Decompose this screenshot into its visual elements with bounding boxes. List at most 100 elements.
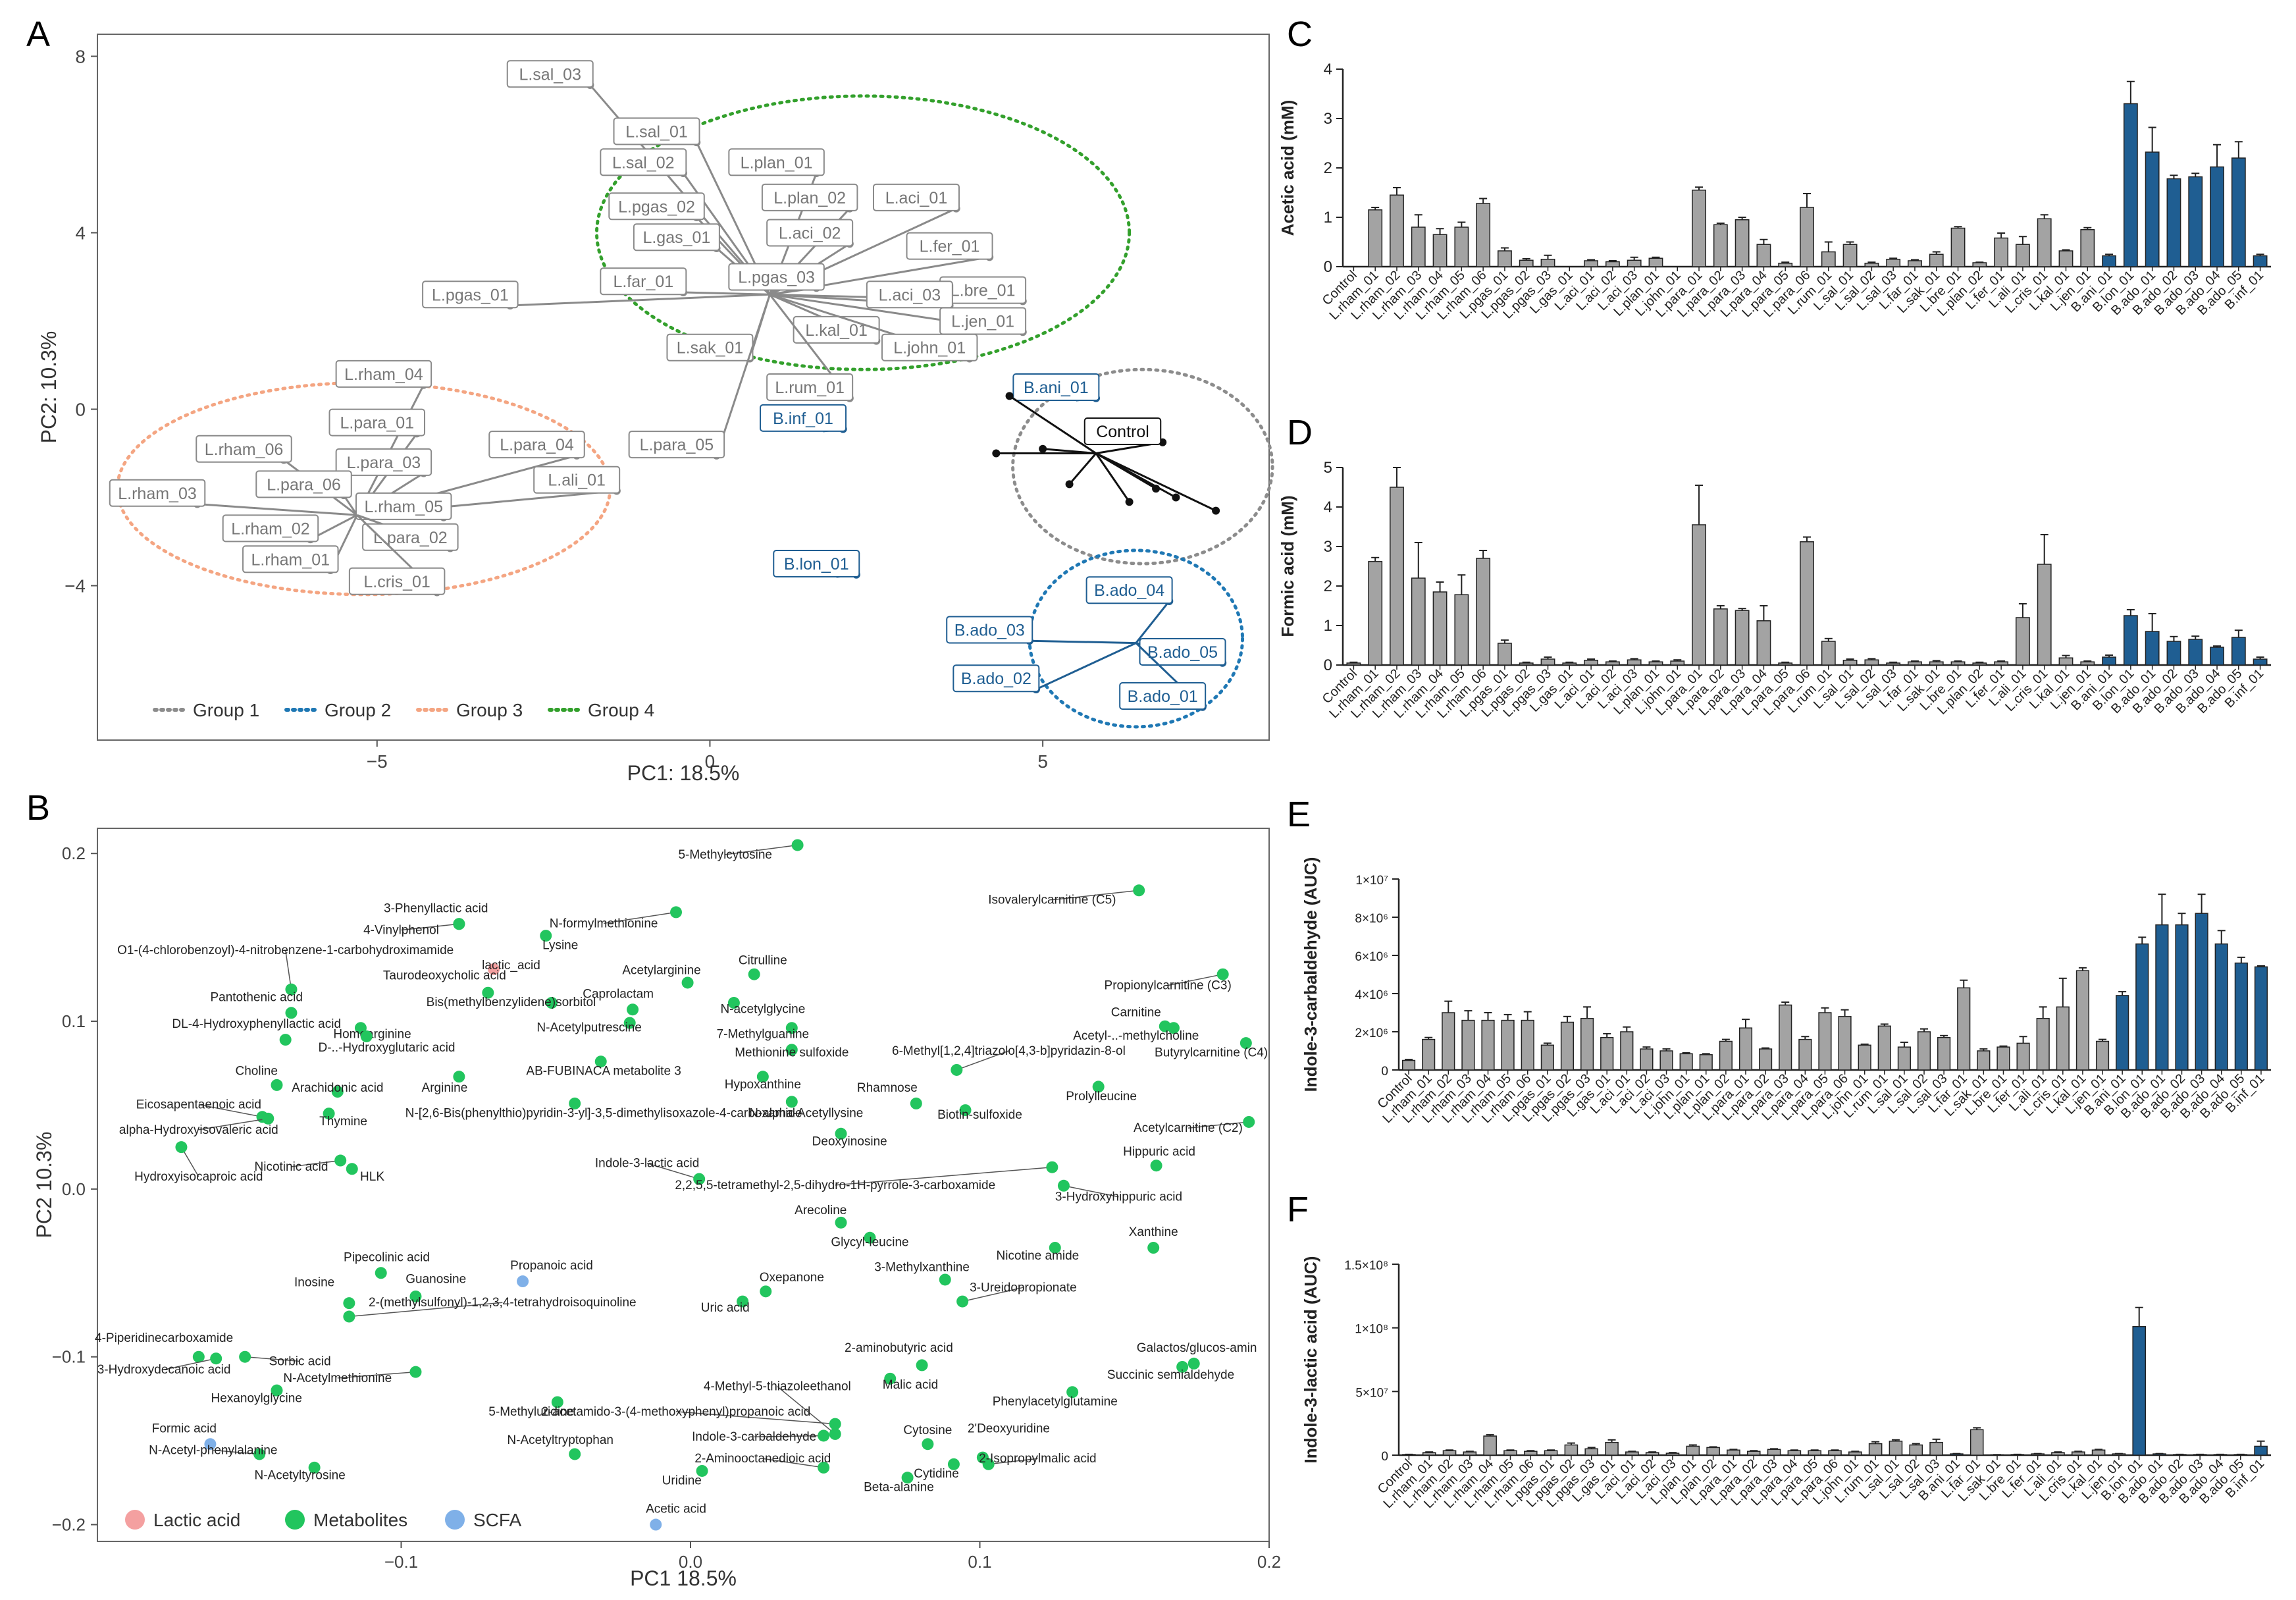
- loading-point-bis-methylbenzylidene-sorbitol: [546, 997, 558, 1009]
- bar-l-sal-01: [1842, 244, 1858, 267]
- bar-l-rham-04: [1481, 1019, 1495, 1071]
- loading-label-lysine: Lysine: [542, 938, 578, 952]
- panel-e-letter: E: [1287, 795, 1311, 834]
- bar-l-plan-02: [1719, 1040, 1733, 1071]
- y-axis-label: Formic acid (mM): [1278, 495, 1297, 637]
- loading-label-4-vinylphenol: 4-Vinylphenol: [363, 924, 439, 938]
- bar-l-rum-01: [1821, 641, 1836, 666]
- control-point: [1172, 493, 1180, 502]
- y-tick-label: 1×10⁷: [1355, 874, 1388, 888]
- loading-label-acetylcarnitine-c2: Acetylcarnitine (C2): [1134, 1121, 1243, 1135]
- bar-l-cris-01: [2056, 1006, 2070, 1071]
- loading-label-lactic-acid: lactic_acid: [482, 959, 540, 973]
- y-tick-label: 5: [1324, 459, 1332, 477]
- bar-l-aci-02: [1605, 261, 1620, 267]
- bar-l-pgas-02: [1519, 259, 1534, 267]
- bar-l-bre-01: [1950, 661, 1966, 666]
- loading-point-propanoic-acid: [517, 1275, 529, 1288]
- leader-line: [284, 950, 292, 990]
- bar-l-plan-02: [1972, 262, 1987, 267]
- bar-l-aci-02: [1640, 1048, 1654, 1071]
- sample-label-l-rham-01: L.rham_01: [251, 550, 330, 569]
- bar-b-ado-02: [2175, 924, 2189, 1071]
- sample-label-l-sal-02: L.sal_02: [612, 153, 675, 172]
- y-axis-label: Acetic acid (mM): [1278, 100, 1297, 236]
- bar-l-sal-02: [1864, 659, 1879, 666]
- loading-point-2-2-5-5-tetramethyl-2-5-dihydro-1h-pyrrole-3-carboxamide: [1046, 1161, 1058, 1173]
- loading-point-d-hydroxyglutaric-acid: [360, 1030, 373, 1042]
- loading-point-4-piperidinecarboxamide: [192, 1350, 205, 1363]
- y-tick-label: 4: [1324, 498, 1332, 516]
- loading-label-n-acetylmethionine: N-Acetylmethionine: [283, 1372, 392, 1385]
- loading-label-oxepanone: Oxepanone: [760, 1271, 824, 1285]
- bar-l-pgas-01: [1498, 250, 1512, 267]
- sample-label-l-bre-01: L.bre_01: [951, 282, 1016, 300]
- sample-label-box: [335, 448, 432, 476]
- bar-l-pgas-03: [1540, 259, 1555, 267]
- bar-l-sak-01: [1929, 253, 1944, 267]
- bar-b-ado-01: [2145, 151, 2160, 267]
- loading-label-2-aminooctanedioic-acid: 2-Aminooctanedioic acid: [694, 1452, 831, 1466]
- leader-line: [988, 1458, 1038, 1465]
- sample-label-l-rham-06: L.rham_06: [205, 440, 284, 459]
- bar-l-rham-03: [1411, 577, 1426, 666]
- bar-l-ali-01: [2015, 244, 2030, 267]
- y-axis-label: PC2 10.3%: [32, 1132, 56, 1239]
- bar-l-plan-01: [1699, 1054, 1713, 1071]
- loading-label-n-formylmethionine: N-formylmethionine: [550, 917, 658, 930]
- panel-d-plot: 012345ControlL.rham_01L.rham_02L.rham_03…: [1278, 459, 2271, 721]
- leader-line: [956, 1050, 1009, 1071]
- loading-label-2-methylsulfonyl-1-2-3-4-tetrahydroisoquinoline: 2-(methylsulfonyl)-1,2,3,4-tetrahydroiso…: [369, 1296, 637, 1310]
- bar-control: [1346, 662, 1361, 666]
- control-spoke: [1068, 452, 1097, 485]
- bar-l-plan-01: [1648, 257, 1663, 267]
- y-tick-label: 3: [1324, 110, 1332, 128]
- loading-label-n-acetyltyrosine: N-Acetyltyrosine: [254, 1469, 345, 1483]
- control-spoke: [1095, 452, 1216, 512]
- x-tick-label: −5: [367, 751, 388, 772]
- loading-point-hexanoylglycine: [271, 1384, 283, 1397]
- loading-label-n-acetyltryptophan: N-Acetyltryptophan: [507, 1433, 613, 1447]
- loading-label-choline: Choline: [236, 1065, 278, 1079]
- sample-label-l-gas-01: L.gas_01: [642, 228, 710, 247]
- bar-l-john-01: [1848, 1451, 1862, 1456]
- bar-l-cris-01: [2037, 564, 2052, 666]
- loading-label-indole-3-lactic-acid: Indole-3-lactic acid: [595, 1157, 699, 1171]
- y-tick-label: 1: [1324, 617, 1332, 635]
- leader-line: [754, 1435, 824, 1437]
- bar-l-rham-05: [1454, 227, 1469, 267]
- panel-b-frame: [97, 828, 1270, 1542]
- loading-point-cytidine: [947, 1458, 960, 1470]
- leader-line: [1063, 1185, 1119, 1198]
- y-tick-label: 4: [75, 223, 86, 244]
- loading-point-hlk: [346, 1163, 358, 1175]
- bar-l-rham-06: [1476, 203, 1491, 267]
- loading-point-galactos-glucos-amin: [1187, 1357, 1200, 1370]
- bar-b-ado-05: [2234, 962, 2248, 1071]
- loading-point-n-formylmethionine: [670, 906, 683, 919]
- loading-label-propanoic-acid: Propanoic acid: [510, 1259, 593, 1273]
- loading-point-acetylcarnitine-c2: [1243, 1115, 1255, 1128]
- y-axis-label: Indole-3-lactic acid (AUC): [1301, 1256, 1320, 1464]
- y-tick-label: 0.0: [62, 1179, 86, 1199]
- loading-label-2-aminobutyric-acid: 2-aminobutyric acid: [845, 1341, 953, 1355]
- control-spoke: [1008, 395, 1097, 454]
- bar-l-rham-01: [1368, 561, 1383, 666]
- bar-l-para-01: [1692, 190, 1706, 267]
- control-spoke: [1095, 452, 1130, 503]
- loading-point-n-acetylputrescine: [623, 1017, 636, 1029]
- bar-l-para-02: [1713, 608, 1728, 666]
- sample-label-l-pgas-03: L.pgas_03: [738, 269, 815, 287]
- bar-l-para-04: [1756, 620, 1771, 666]
- loading-point-cytosine: [922, 1438, 934, 1451]
- loading-label-sorbic-acid: Sorbic acid: [269, 1354, 331, 1368]
- bar-l-plan-02: [1706, 1447, 1720, 1456]
- bar-l-para-04: [1798, 1038, 1812, 1071]
- loading-point-2-methylsulfonyl-1-2-3-4-tetrahydroisoquinoline: [343, 1310, 355, 1323]
- loading-point-hypoxanthine: [756, 1071, 769, 1083]
- y-tick-label: 0.1: [62, 1011, 86, 1031]
- loading-point-n-acetyltyrosine: [308, 1461, 321, 1474]
- bar-l-gas-01: [1562, 662, 1577, 666]
- bar-l-far-01: [1970, 1429, 1984, 1456]
- loading-point-n-acetyl-phenylalanine: [253, 1448, 266, 1460]
